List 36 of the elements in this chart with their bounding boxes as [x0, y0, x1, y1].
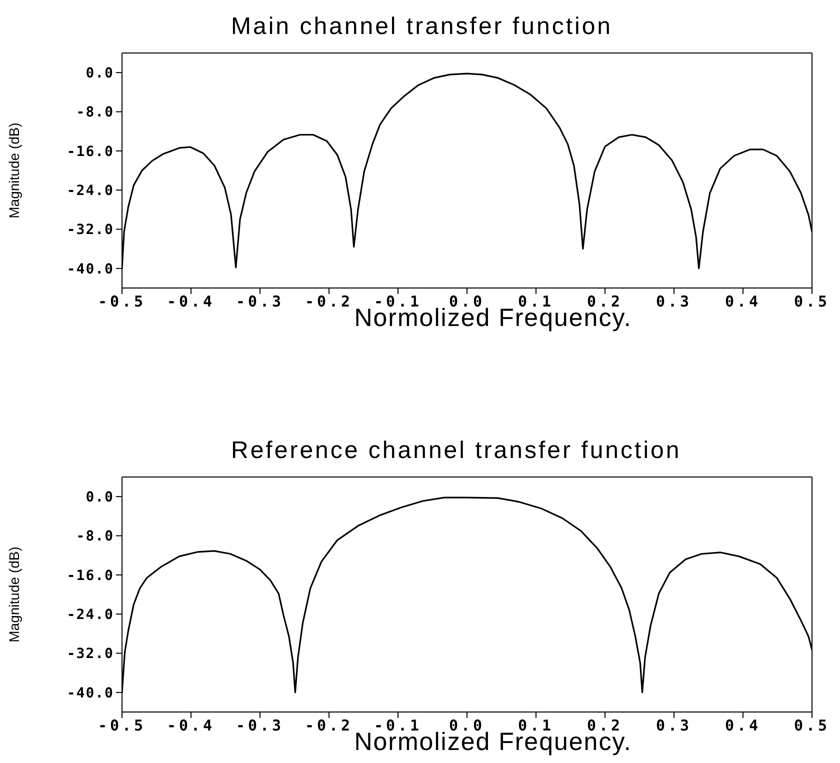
x-tick-label: -0.4 — [166, 716, 216, 735]
y-tick-label: -24.0 — [66, 607, 114, 624]
x-tick-label: 0.2 — [586, 716, 624, 735]
x-tick-label: -0.2 — [304, 292, 354, 311]
y-tick-label: -40.0 — [66, 685, 114, 702]
x-tick-label: -0.3 — [236, 716, 284, 735]
x-tick-label: 0.1 — [518, 716, 554, 735]
y-tick-label: -32.0 — [66, 646, 114, 662]
x-tick-label: 0.4 — [724, 292, 762, 311]
x-tick-label: -0.5 — [98, 716, 146, 735]
y-tick-label: 0.0 — [86, 66, 114, 82]
x-tick-label: 0.2 — [586, 292, 624, 311]
x-tick-label: 0.5 — [794, 292, 830, 311]
x-tick-label: -0.3 — [236, 292, 284, 311]
x-tick-label: 0.0 — [448, 716, 486, 735]
y-axis-title: Magnitude (dB) — [6, 546, 22, 642]
x-tick-label: 0.4 — [724, 716, 762, 735]
y-tick-label: -24.0 — [66, 183, 114, 200]
y-tick-label: -32.0 — [66, 222, 114, 238]
x-tick-label: -0.5 — [98, 292, 146, 311]
x-tick-label: -0.2 — [304, 716, 354, 735]
y-tick-label: -40.0 — [66, 261, 114, 278]
x-tick-label: -0.4 — [166, 292, 216, 311]
x-tick-label: 0.5 — [794, 716, 830, 735]
y-tick-label: -16.0 — [66, 144, 114, 160]
x-tick-label: 0.3 — [656, 716, 692, 735]
y-tick-label: 0.0 — [86, 490, 114, 506]
x-tick-label: 0.1 — [518, 292, 554, 311]
chart-title: Reference channel transfer function — [231, 436, 682, 466]
x-tick-label: 0.3 — [656, 292, 692, 311]
y-tick-label: -8.0 — [76, 528, 114, 545]
chart-title: Main channel transfer function — [231, 12, 613, 42]
y-tick-label: -16.0 — [66, 568, 114, 584]
y-tick-label: -8.0 — [76, 104, 114, 121]
y-axis-title: Magnitude (dB) — [6, 122, 22, 218]
x-tick-label: 0.0 — [448, 292, 486, 311]
